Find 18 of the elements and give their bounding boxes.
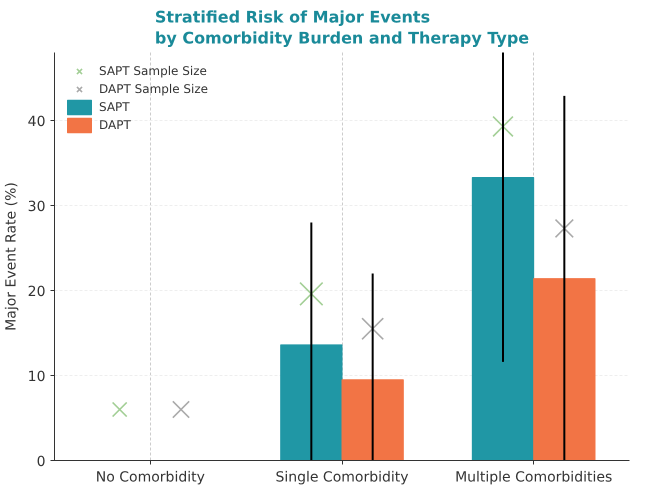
legend-label: SAPT Sample Size	[99, 64, 207, 78]
bar	[342, 379, 404, 460]
x-tick-label: Multiple Comorbidities	[455, 470, 612, 486]
y-tick-label: 20	[28, 284, 46, 300]
x-tick-label: No Comorbidity	[96, 470, 205, 486]
legend-label: DAPT	[99, 118, 131, 132]
y-tick-label: 0	[36, 454, 46, 470]
legend-label: SAPT	[99, 100, 130, 114]
bar	[280, 344, 342, 460]
y-axis-title: Major Event Rate (%)	[4, 182, 20, 331]
y-tick-label: 10	[28, 369, 46, 385]
legend-label: DAPT Sample Size	[99, 82, 208, 96]
chart-title: Stratified Risk of Major Events by Comorbidity Burden and Therapy Type	[154, 8, 530, 48]
bar	[533, 278, 596, 460]
bar	[472, 176, 534, 460]
x-tick-label: Single Comorbidity	[275, 470, 409, 486]
y-tick-label: 30	[28, 199, 46, 215]
y-tick-label: 40	[28, 114, 46, 130]
